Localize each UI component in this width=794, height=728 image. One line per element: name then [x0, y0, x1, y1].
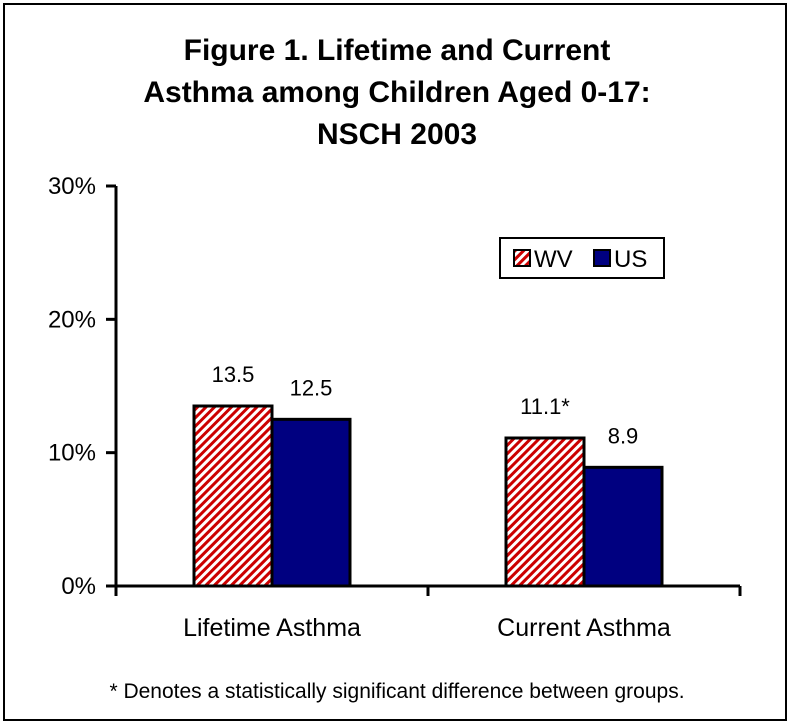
- category-label-0: Lifetime Asthma: [183, 614, 361, 642]
- chart-title: Figure 1. Lifetime and Current Asthma am…: [0, 30, 794, 156]
- y-tick-label: 20%: [48, 306, 96, 333]
- footnote: * Denotes a statistically significant di…: [109, 680, 685, 703]
- bar-us-1: [582, 465, 664, 588]
- legend-swatch-wv: [513, 249, 531, 267]
- legend-label-us: US: [614, 246, 647, 273]
- bar-wv-0: [192, 404, 274, 588]
- data-label-wv-0: 13.5: [212, 362, 255, 387]
- category-label-1: Current Asthma: [497, 614, 671, 642]
- title-line-2: Asthma among Children Aged 0-17:: [143, 76, 651, 109]
- y-tick-label: 0%: [61, 573, 96, 600]
- title-line-3: NSCH 2003: [316, 118, 478, 151]
- bar-wv-1: [504, 436, 586, 588]
- data-label-us-1: 8.9: [608, 423, 639, 448]
- y-tick-label: 10%: [48, 440, 96, 467]
- bar-us-0: [270, 417, 352, 588]
- title-line-1: Figure 1. Lifetime and Current: [183, 34, 611, 67]
- chart-frame: [3, 3, 787, 721]
- data-label-us-0: 12.5: [290, 375, 333, 400]
- data-label-wv-1: 11.1*: [520, 394, 570, 419]
- y-tick-label: 30%: [48, 173, 96, 200]
- legend-swatch-us: [593, 249, 611, 267]
- legend-label-wv: WV: [534, 246, 573, 273]
